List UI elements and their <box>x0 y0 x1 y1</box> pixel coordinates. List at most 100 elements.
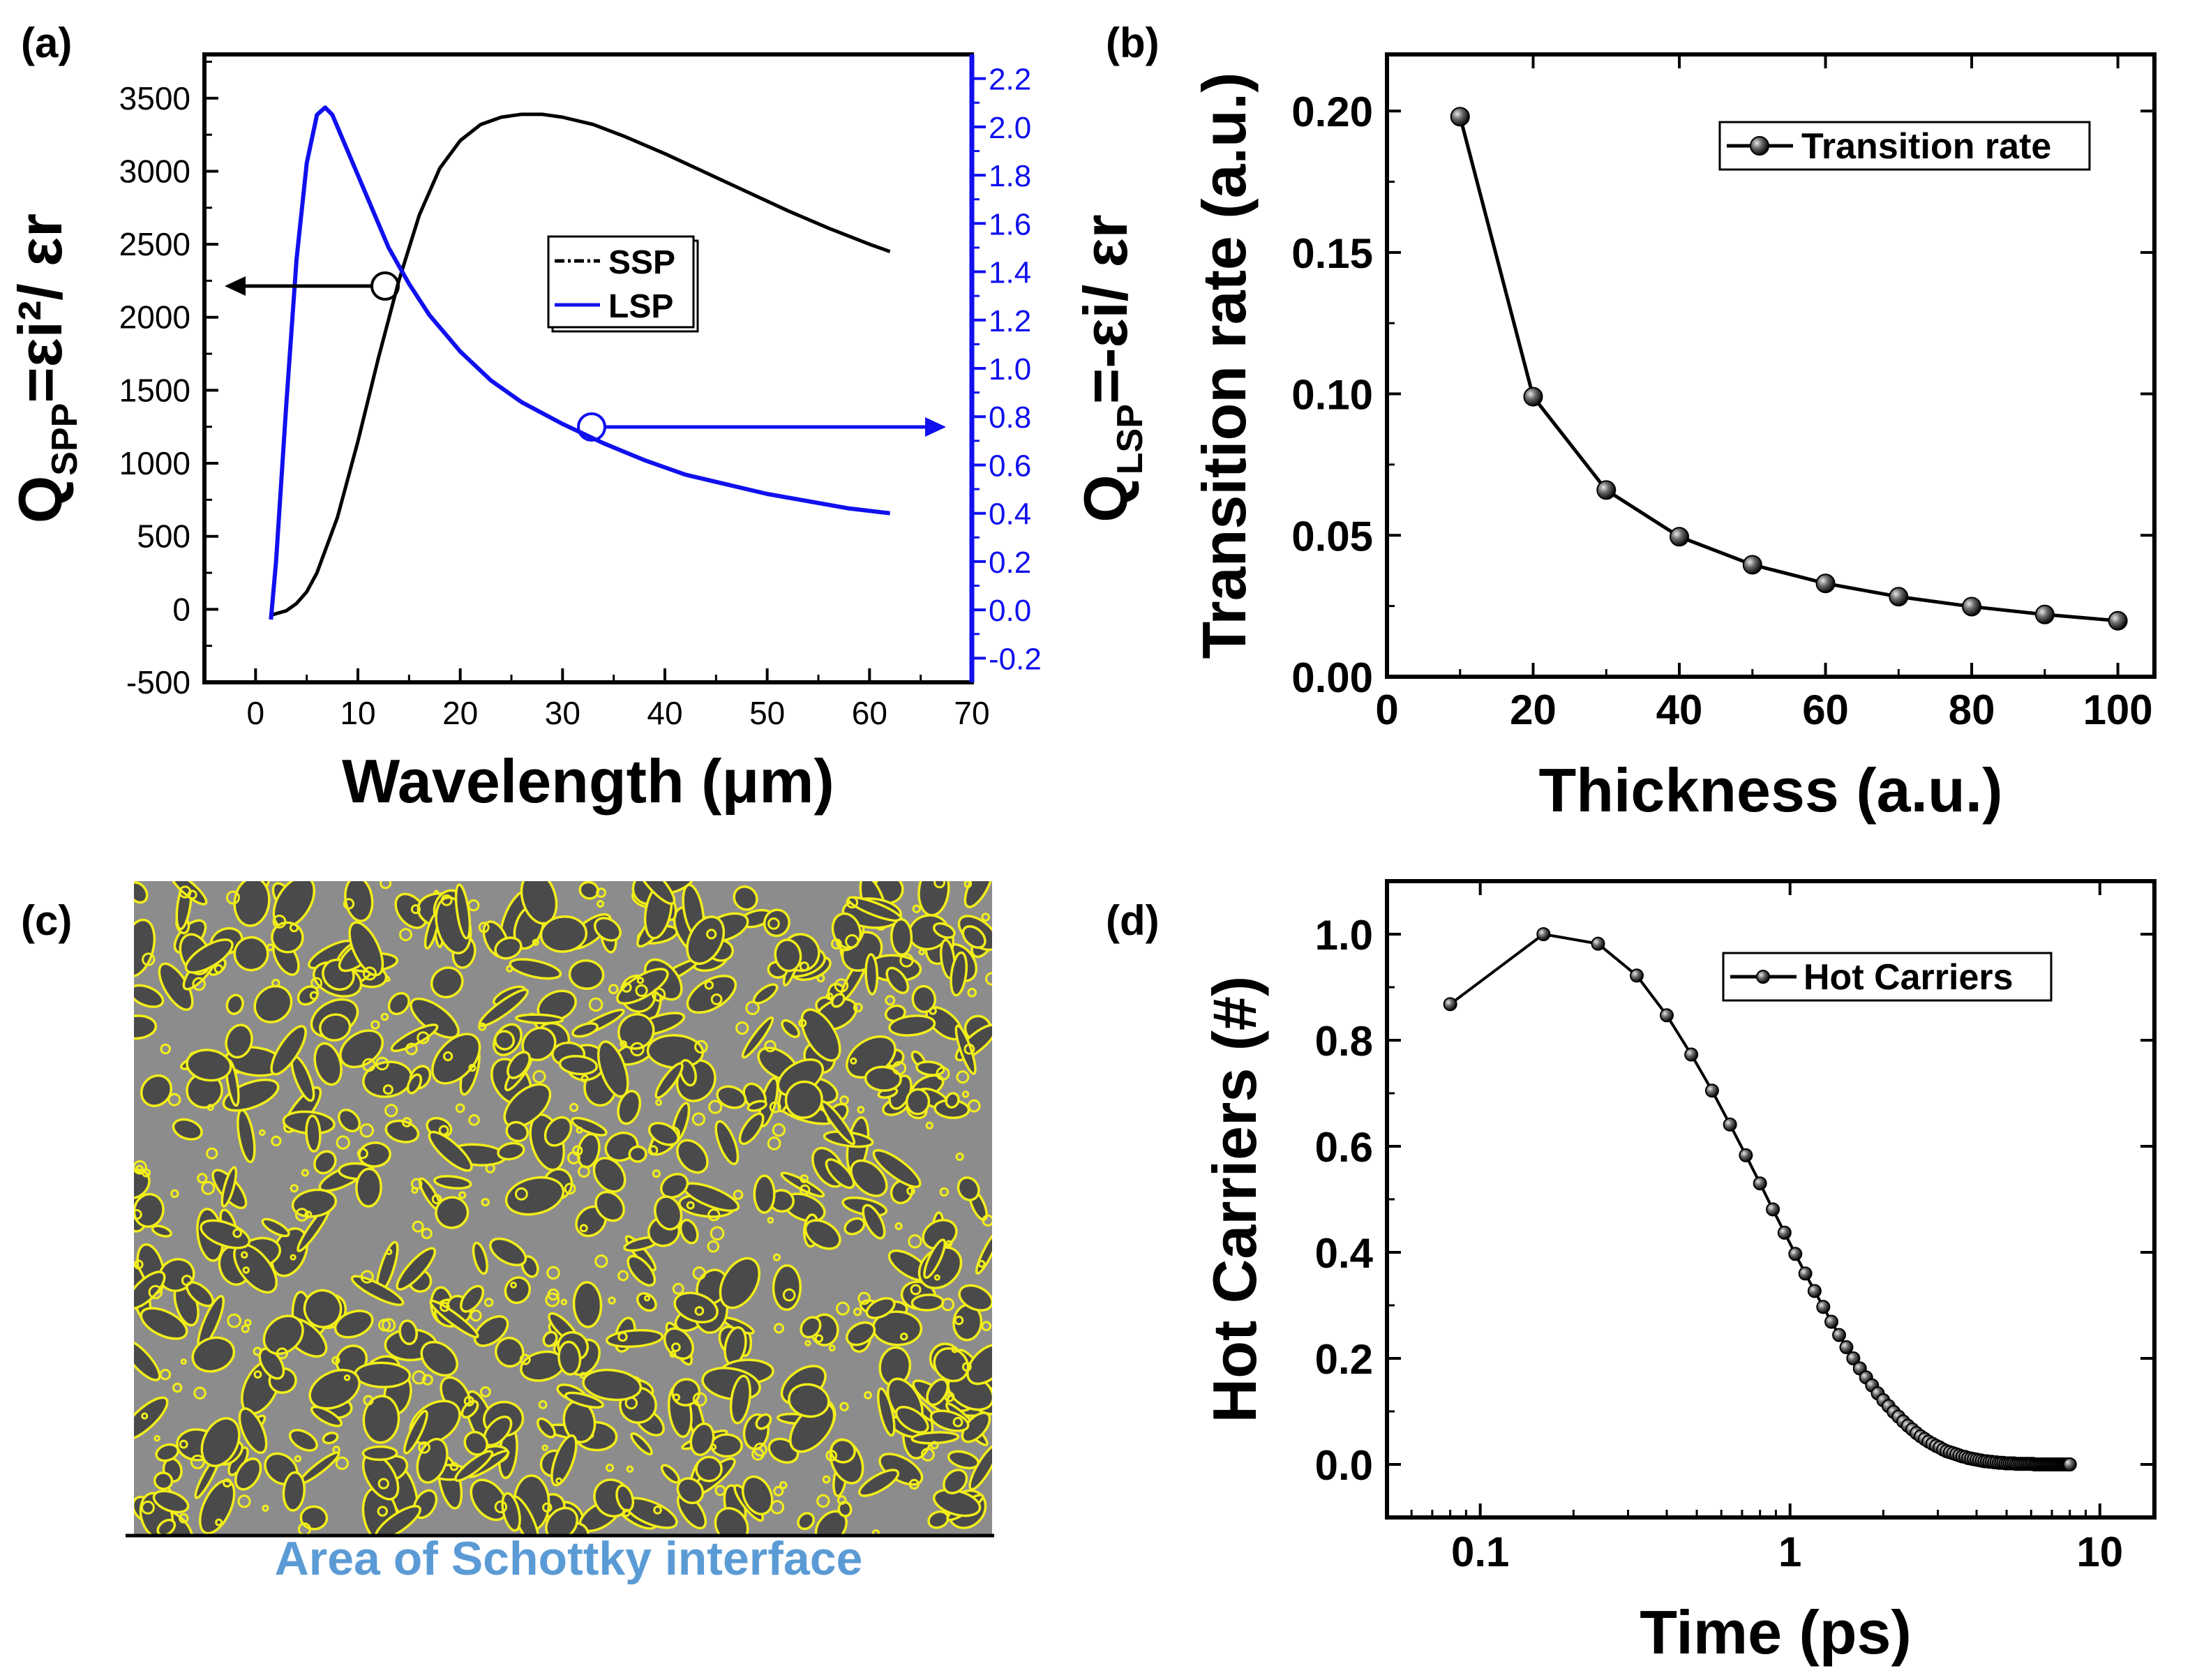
schottky-spot <box>546 1266 560 1280</box>
d-ytick-label: 0.6 <box>1315 1124 1373 1171</box>
b-ytick-label: 0.20 <box>1291 89 1373 135</box>
a-ytick-right-label: 2.2 <box>989 63 1031 97</box>
schottky-grain <box>957 1176 980 1201</box>
schottky-grain <box>460 1284 485 1313</box>
schottky-grain <box>200 1417 241 1467</box>
schottky-grain <box>800 1008 841 1062</box>
schottky-grain <box>220 1166 238 1208</box>
schottky-spot <box>510 1282 517 1289</box>
schottky-spot <box>652 1169 661 1178</box>
schottky-grain <box>850 1159 888 1197</box>
schottky-spot <box>336 1135 350 1150</box>
schottky-spot <box>134 1209 142 1220</box>
schottky-grain <box>858 1469 900 1497</box>
hot-carrier-point <box>1536 927 1551 941</box>
panel-c-label: (c) <box>21 897 72 944</box>
schottky-grain <box>719 1257 760 1310</box>
schottky-spot <box>714 1485 726 1497</box>
schottky-spot <box>463 1395 474 1407</box>
schottky-spot <box>651 987 666 1002</box>
schottky-grain <box>660 1464 680 1484</box>
schottky-grain <box>911 984 937 1014</box>
schottky-grain <box>186 1049 232 1082</box>
schottky-spot <box>153 1434 160 1442</box>
a-ytick-right-label: 0.6 <box>989 449 1031 483</box>
schottky-grain <box>788 1383 830 1418</box>
hot-carrier-point <box>1788 1247 1803 1261</box>
schottky-grain <box>630 1432 653 1456</box>
schottky-grain <box>398 1319 418 1346</box>
schottky-grain <box>282 1471 306 1512</box>
a-ytick-right-label: 1.0 <box>989 352 1031 387</box>
schottky-grain <box>772 1264 802 1311</box>
hot-carrier-point <box>1723 1117 1737 1132</box>
schottky-spot <box>800 1174 809 1183</box>
schottky-spot <box>187 890 197 900</box>
schottky-grain <box>733 885 758 911</box>
schottky-grain <box>597 1040 629 1098</box>
schottky-spot <box>617 1331 628 1342</box>
schottky-spot <box>410 1178 423 1190</box>
schottky-grain <box>636 881 676 905</box>
schottky-spot <box>939 1187 949 1197</box>
schottky-spot <box>822 1475 831 1484</box>
schottky-grain <box>564 1391 605 1409</box>
schottky-spot <box>421 1374 433 1386</box>
schottky-grain <box>191 1336 236 1373</box>
schottky-spot <box>834 978 849 993</box>
schottky-spot <box>179 1439 188 1449</box>
schottky-grain <box>755 1413 772 1430</box>
transition-point <box>1596 480 1617 500</box>
schottky-spot <box>290 1254 297 1261</box>
schottky-grain <box>558 1054 599 1076</box>
schottky-spot <box>564 1183 576 1195</box>
schottky-grain <box>374 1505 421 1536</box>
schottky-spot <box>241 1324 250 1333</box>
schottky-spot <box>240 1251 248 1259</box>
schottky-spot <box>963 1043 975 1055</box>
schottky-grain <box>741 1475 774 1515</box>
schottky-spot <box>555 1477 563 1485</box>
schottky-grain <box>738 1112 765 1146</box>
schottky-grain <box>299 1505 329 1531</box>
schottky-grain <box>679 1058 697 1087</box>
schottky-spot <box>906 1186 915 1196</box>
schottky-spot <box>706 929 717 940</box>
schottky-grain <box>362 1395 400 1444</box>
transition-point <box>1962 597 1982 617</box>
schottky-grain <box>679 1218 699 1245</box>
schottky-spot <box>142 952 156 966</box>
a-ytick-right-label: 0.0 <box>989 594 1031 628</box>
a-ytick-right-label: 0.2 <box>989 546 1031 580</box>
schottky-spot <box>985 972 992 986</box>
ssp-marker-circle <box>370 271 400 301</box>
schottky-spot <box>605 1463 615 1472</box>
schottky-spot <box>839 1095 849 1105</box>
schottky-spot <box>290 1184 299 1193</box>
schottky-grain <box>846 1321 876 1347</box>
schottky-grain <box>905 1088 931 1116</box>
schottky-spot <box>596 887 606 898</box>
schottky-spot <box>772 1123 786 1137</box>
d-ytick-label: 0.0 <box>1315 1442 1373 1489</box>
schottky-spot <box>192 977 207 991</box>
schottky-spot <box>134 1160 147 1175</box>
schottky-spot <box>825 1449 838 1462</box>
a-ytick-left-label: 0 <box>172 591 190 627</box>
schottky-grain <box>582 1368 643 1402</box>
schottky-spot <box>213 963 224 974</box>
schottky-spot <box>232 1228 242 1238</box>
schottky-spot <box>201 1180 216 1195</box>
schottky-spot <box>608 984 619 995</box>
a-xtick-label: 10 <box>340 695 375 731</box>
schottky-spot <box>410 904 421 915</box>
schottky-spot <box>745 1000 760 1016</box>
d-ytick-label: 0.4 <box>1315 1230 1374 1277</box>
schottky-grain <box>333 1310 374 1339</box>
schottky-spot <box>467 899 480 912</box>
schottky-spot <box>386 1248 393 1256</box>
a-xtick-label: 60 <box>852 695 887 731</box>
schottky-spot <box>343 898 355 910</box>
schottky-grain <box>270 1025 307 1076</box>
schottky-grain <box>431 1033 481 1085</box>
